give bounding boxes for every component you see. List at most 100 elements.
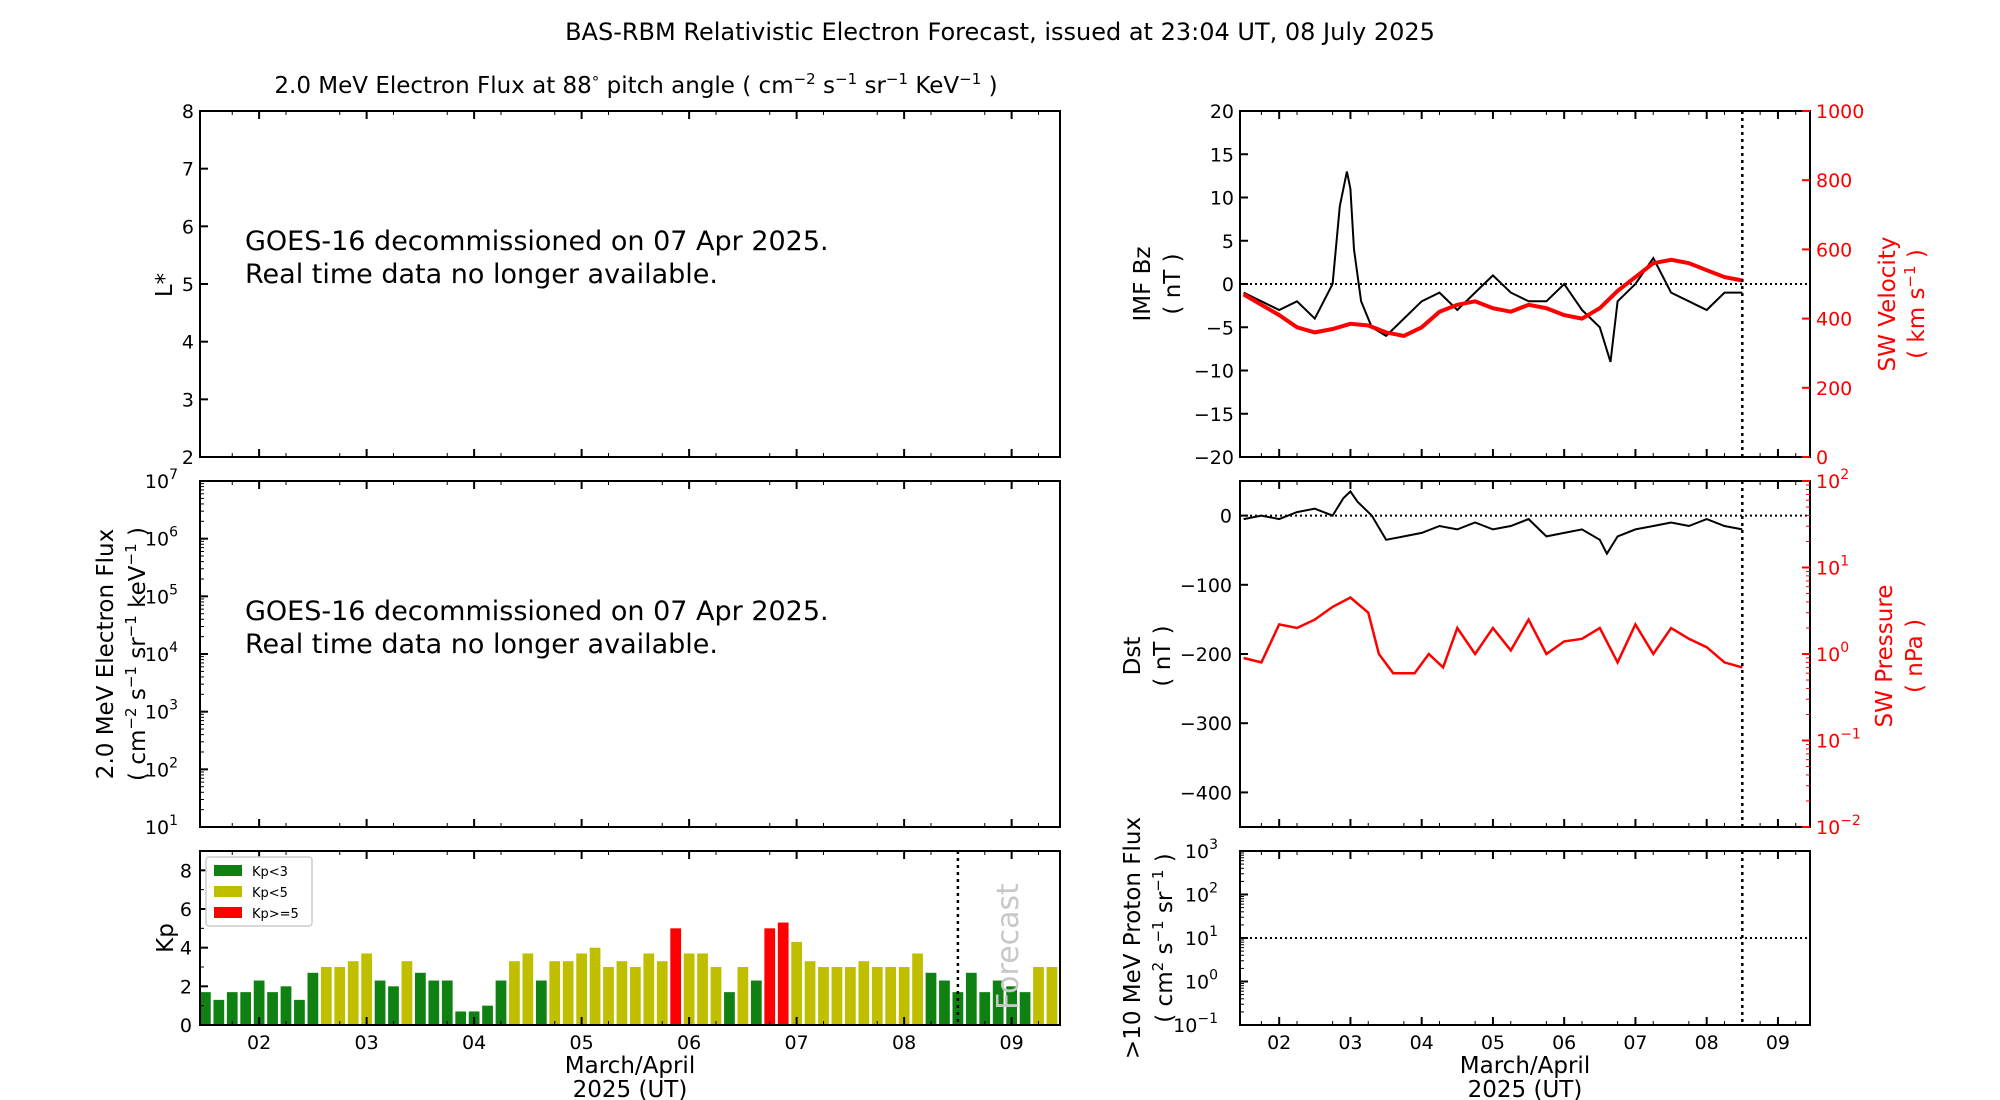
dst-y-tick-label: −100 xyxy=(1180,575,1232,597)
kp-legend-swatch-mid xyxy=(214,886,242,897)
proton-x-tick-label: 04 xyxy=(1410,1032,1434,1054)
kp-bar xyxy=(1046,967,1058,1025)
kp-bar xyxy=(710,967,722,1025)
dst-y-tick-label: 0 xyxy=(1220,506,1232,528)
sw-pressure-axis: 10−2 10−1 100 101 102 xyxy=(1802,467,1861,839)
kp-x-tick-label: 03 xyxy=(355,1032,379,1054)
kp-y-label: Kp xyxy=(153,923,179,953)
imf-y-tick-label: 15 xyxy=(1210,144,1234,166)
dst-y2-tick-label: 101 xyxy=(1816,554,1849,580)
kp-y-tick-label: 8 xyxy=(180,860,192,882)
kp-bar xyxy=(253,980,265,1025)
kp-bar xyxy=(616,961,628,1025)
proton-y-label-line2: ( cm2 s−1 sr−1 ) xyxy=(1149,853,1178,1022)
lstar-y-label: L* xyxy=(152,273,178,297)
dst-y2-tick-label: 10−2 xyxy=(1816,813,1861,839)
dst-y2-tick-label: 10−1 xyxy=(1816,727,1861,753)
kp-bar xyxy=(1019,992,1031,1025)
kp-bar xyxy=(603,967,614,1025)
kp-legend-swatch-high xyxy=(214,907,242,918)
kp-bar xyxy=(549,961,561,1025)
proton-x-tick-label: 08 xyxy=(1695,1032,1719,1054)
lstar-y-tick-label: 3 xyxy=(182,389,194,411)
sw-pressure-series xyxy=(1243,595,1743,675)
lstar-y-tick-label: 5 xyxy=(182,274,194,296)
kp-y-tick-label: 4 xyxy=(180,938,192,960)
lstar-y-axis: 2 3 4 5 6 7 8 xyxy=(182,101,208,469)
kp-bar xyxy=(898,967,910,1025)
proton-x-label-line2: 2025 (UT) xyxy=(1468,1077,1583,1100)
lstar-message: GOES-16 decommissioned on 07 Apr 2025. Re… xyxy=(245,226,829,290)
kp-x-tick-label: 08 xyxy=(892,1032,916,1054)
dst-y2-tick-label: 100 xyxy=(1816,640,1849,666)
proton-y-tick-label: 100 xyxy=(1185,968,1218,994)
imf-y-tick-label: 10 xyxy=(1210,188,1234,210)
proton-y-tick-label: 103 xyxy=(1185,837,1218,863)
kp-bar xyxy=(200,992,211,1025)
kp-bar xyxy=(455,1011,467,1025)
sw-velocity-axis: 0 200 400 600 800 1000 xyxy=(1802,101,1864,469)
kp-bar xyxy=(737,967,749,1025)
lstar-x-minor-ticks xyxy=(231,111,1039,457)
proton-x-tick-label: 03 xyxy=(1338,1032,1362,1054)
flux-y-tick-label: 106 xyxy=(145,525,178,551)
kp-bar xyxy=(724,992,735,1025)
sw-velocity-label-line2: ( km s−1 ) xyxy=(1901,249,1930,359)
proton-x-label-line1: March/April xyxy=(1460,1053,1590,1079)
lstar-panel-title: 2.0 MeV Electron Flux at 88° pitch angle… xyxy=(274,70,997,99)
kp-y-tick-label: 2 xyxy=(180,976,192,998)
imf-y-tick-label: −15 xyxy=(1194,404,1234,426)
dst-x-ticks xyxy=(1260,481,1797,827)
flux-y-label-line2: ( cm−2 s−1 sr−1 keV−1 ) xyxy=(122,527,151,781)
kp-legend-label-low: Kp<3 xyxy=(252,865,288,880)
kp-bar xyxy=(1006,986,1017,1025)
kp-bar xyxy=(858,961,870,1025)
kp-bar xyxy=(777,922,789,1025)
kp-bar xyxy=(428,980,440,1025)
kp-bars xyxy=(200,922,1058,1025)
dst-series xyxy=(1243,489,1743,556)
kp-bar xyxy=(226,992,238,1025)
kp-bar xyxy=(912,953,923,1025)
dst-y-axis: −400 −300 −200 −100 0 xyxy=(1180,506,1248,804)
dst-y-label-line1: Dst xyxy=(1120,637,1146,676)
kp-x-label-line1: March/April xyxy=(565,1053,695,1079)
imf-y-axis: −20 −15 −10 −5 0 5 10 15 20 xyxy=(1194,101,1248,469)
lstar-y-tick-label: 6 xyxy=(182,216,194,238)
proton-y-tick-label: 101 xyxy=(1185,924,1218,950)
kp-bar xyxy=(589,947,601,1025)
kp-bar xyxy=(522,953,534,1025)
kp-bar xyxy=(750,980,762,1025)
dst-y-tick-label: −400 xyxy=(1180,782,1232,804)
kp-bar xyxy=(670,928,682,1025)
lstar-y-tick-label: 7 xyxy=(182,159,194,181)
kp-bar xyxy=(374,980,386,1025)
kp-bar xyxy=(764,928,776,1025)
kp-x-tick-label: 04 xyxy=(462,1032,486,1054)
flux-y-label-line1: 2.0 MeV Electron Flux xyxy=(93,529,119,779)
kp-x-tick-label: 05 xyxy=(570,1032,594,1054)
dst-y2-tick-label: 102 xyxy=(1816,467,1849,493)
lstar-y-tick-label: 8 xyxy=(182,101,194,123)
flux-x-minor-ticks xyxy=(231,481,1039,827)
kp-bar xyxy=(885,967,897,1025)
kp-bar xyxy=(992,980,1004,1025)
imf-y2-tick-label: 600 xyxy=(1816,239,1852,261)
kp-bar xyxy=(441,980,453,1025)
kp-bar xyxy=(1033,967,1044,1025)
imf-y2-tick-label: 400 xyxy=(1816,309,1852,331)
imf-x-ticks xyxy=(1260,111,1797,457)
flux-y-axis: 101 102 103 104 105 106 107 xyxy=(145,467,208,839)
flux-message: GOES-16 decommissioned on 07 Apr 2025. Re… xyxy=(245,596,829,660)
kp-x-tick-label: 09 xyxy=(1000,1032,1024,1054)
kp-bar xyxy=(240,992,252,1025)
kp-bar xyxy=(630,967,641,1025)
kp-bar xyxy=(401,961,413,1025)
kp-bar xyxy=(509,961,520,1025)
imf-y-tick-label: 0 xyxy=(1222,274,1234,296)
kp-bar xyxy=(294,999,305,1025)
proton-x-tick-label: 06 xyxy=(1552,1032,1576,1054)
kp-plot-area xyxy=(199,850,1061,1026)
kp-bar xyxy=(643,953,655,1025)
